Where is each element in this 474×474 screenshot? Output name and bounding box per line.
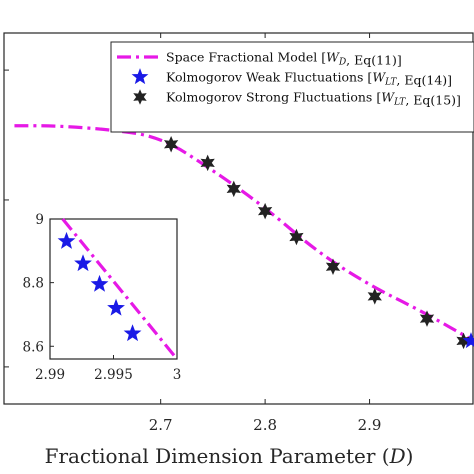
legend-swatch-strong (133, 89, 147, 105)
data-point-strong (257, 202, 273, 220)
inset-data-point-weak (123, 324, 142, 342)
series-line-space-fractional (14, 124, 474, 343)
x-tick-label: 2.8 (253, 416, 277, 434)
legend: Space Fractional Model [WD, Eq(11)] Kolmo… (110, 41, 474, 133)
data-point-strong (200, 154, 215, 172)
inset-x-tick-label: 3 (173, 367, 182, 383)
legend-entry-1: Space Fractional Model [WD, Eq(11)] (166, 50, 402, 68)
x-tick-label: 2.7 (149, 416, 173, 434)
data-point-strong (367, 288, 382, 305)
inset-data-point-weak (90, 274, 109, 292)
data-point-strong (289, 228, 304, 246)
legend-entry-2: Kolmogorov Weak Fluctuations [WLT, Eq(14… (166, 70, 452, 88)
inset-y-tick-label: 8.8 (23, 276, 44, 292)
inset-y-tick-label: 9 (35, 212, 44, 228)
inset-data-point-weak (74, 254, 92, 272)
inset-x-tick-label: 2.99 (35, 367, 65, 383)
inset-data-point-weak (107, 298, 125, 316)
data-point-weak (462, 332, 474, 349)
legend-box (110, 41, 474, 133)
inset-plot-area: 2.99 2.995 3 8.6 8.8 9 (23, 212, 182, 383)
data-point-strong (325, 258, 341, 275)
inset-frame (49, 218, 178, 360)
data-point-strong (419, 310, 435, 327)
inset-data-point-weak (57, 231, 76, 249)
inset-x-tick-label: 2.995 (94, 367, 133, 383)
data-point-strong (163, 136, 179, 153)
inset-series-line-space-fractional (61, 217, 179, 361)
legend-entry-3: Kolmogorov Strong Fluctuations [WLT, Eq(… (166, 90, 461, 108)
data-point-strong (226, 180, 241, 198)
x-axis-label: Fractional Dimension Parameter (D) (45, 444, 414, 468)
legend-swatch-weak (131, 68, 149, 85)
inset-y-tick-label: 8.6 (23, 339, 44, 355)
x-tick-label: 2.9 (358, 416, 382, 434)
